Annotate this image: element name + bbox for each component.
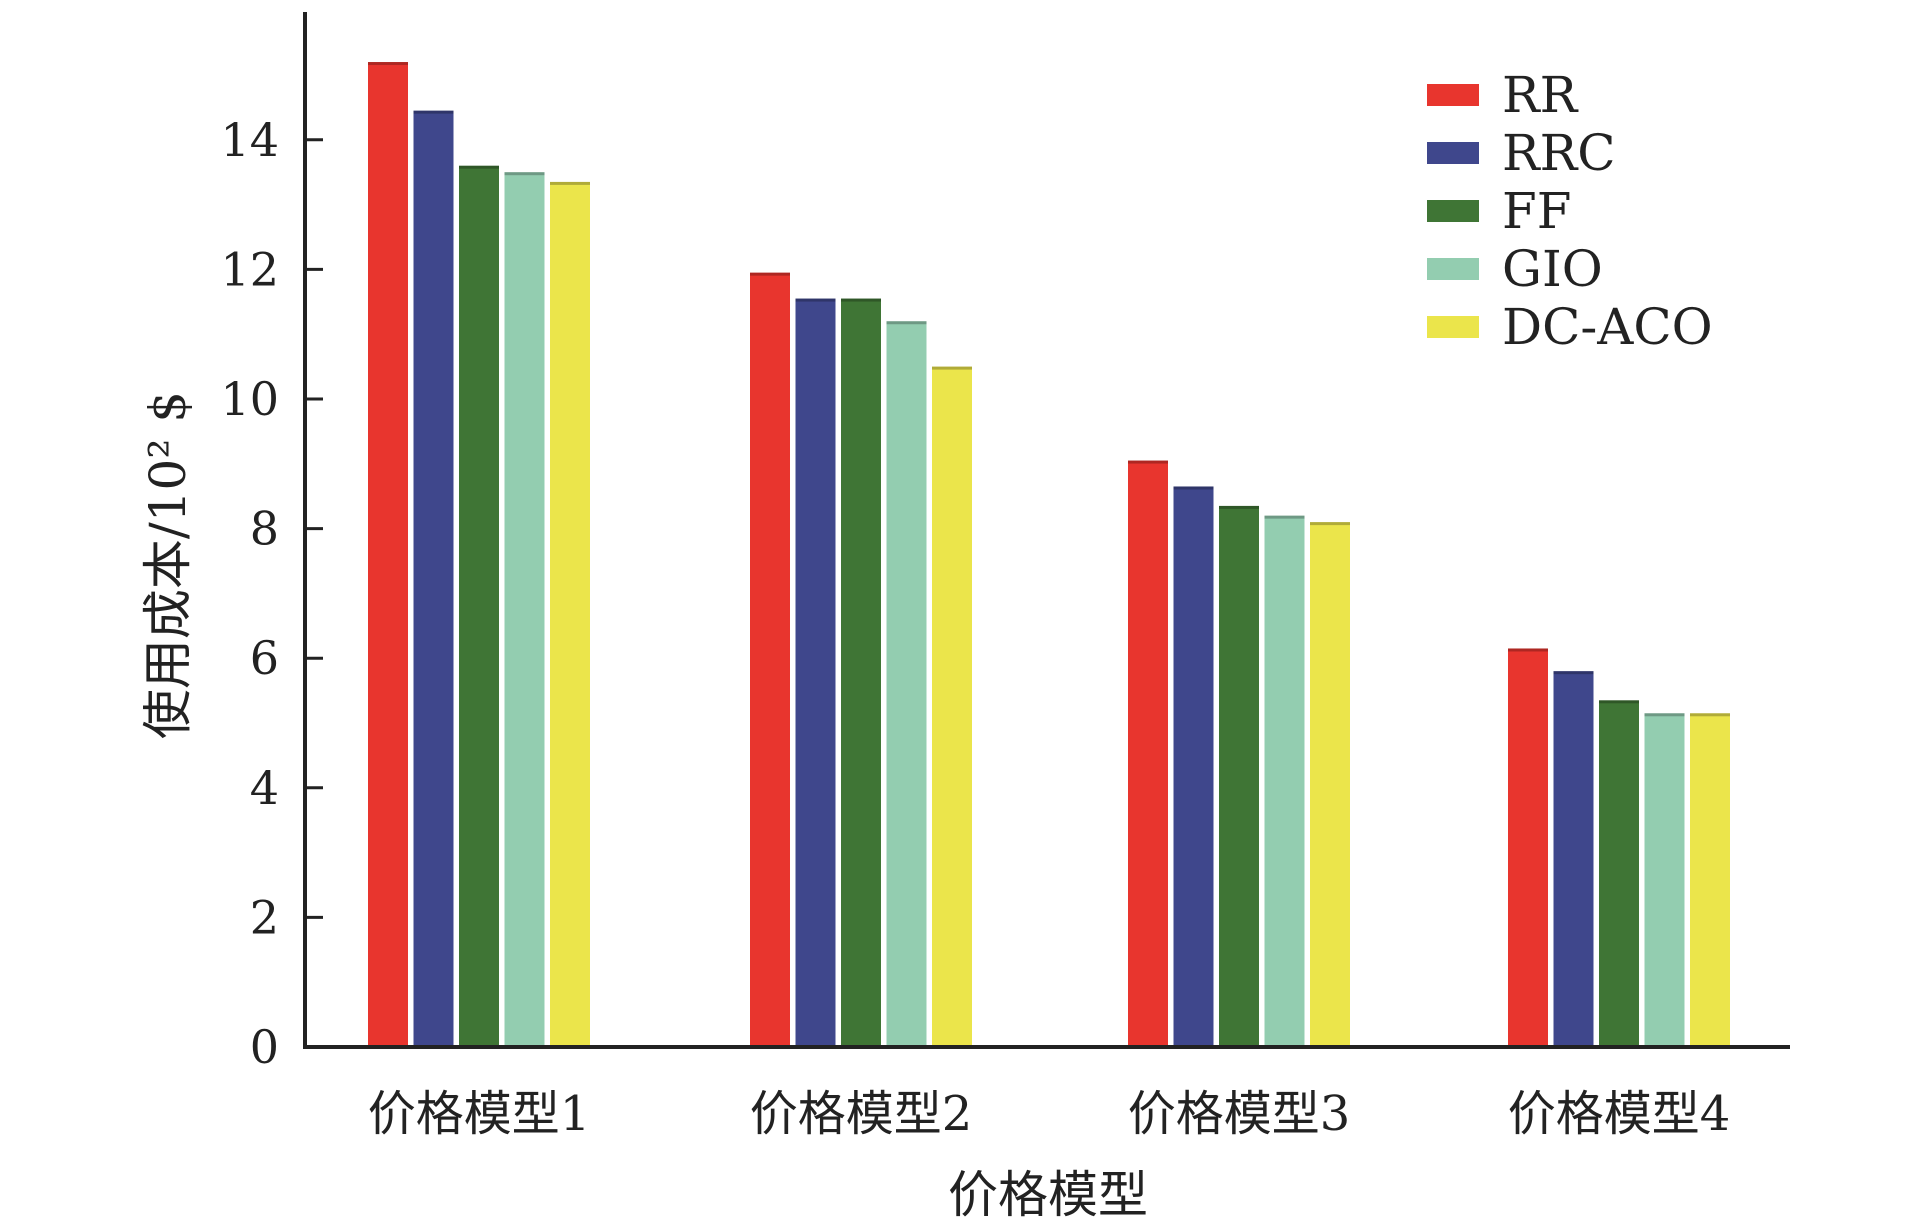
legend-swatch-ff (1427, 200, 1479, 222)
bar-top-edge (413, 110, 454, 114)
x-category-labels: 价格模型1 价格模型2 价格模型3 价格模型4 (368, 1086, 1731, 1142)
bar-rrc-3 (1173, 486, 1214, 1048)
bar-top-edge (1599, 700, 1639, 704)
bar-top-edge (1690, 713, 1730, 717)
legend-swatch-gio (1427, 258, 1479, 280)
x-category-label: 价格模型1 (368, 1086, 591, 1142)
y-ticks: 0 2 4 6 8 10 12 14 (220, 113, 323, 1074)
bar-rrc-1 (413, 110, 454, 1047)
bar-gio-3 (1264, 515, 1305, 1047)
legend-swatch-rrc (1427, 142, 1479, 164)
bar-top-edge (1644, 713, 1685, 717)
legend-label-gio: GIO (1502, 240, 1603, 298)
bar-ff-4 (1599, 700, 1639, 1047)
bar-top-edge (1264, 515, 1305, 519)
bar-top-edge (1508, 648, 1548, 652)
bar-dc-aco-2 (932, 366, 972, 1048)
legend-label-rrc: RRC (1502, 124, 1616, 182)
y-tick-label: 10 (220, 372, 279, 426)
bar-top-edge (841, 298, 881, 302)
bar-top-edge (795, 298, 836, 302)
y-tick-label: 6 (250, 631, 279, 685)
bar-top-edge (1553, 671, 1594, 675)
bar-ff-2 (841, 298, 881, 1047)
bar-top-edge (459, 165, 499, 169)
bar-top-edge (886, 321, 927, 325)
y-tick-label: 0 (250, 1020, 279, 1074)
bar-top-edge (368, 62, 408, 66)
legend-swatch-dc-aco (1427, 316, 1479, 338)
y-tick-label: 8 (250, 502, 279, 556)
bar-rr-3 (1128, 460, 1168, 1047)
x-axis-title: 价格模型 (948, 1166, 1148, 1224)
bar-rr-4 (1508, 648, 1548, 1047)
bar-gio-2 (886, 321, 927, 1047)
bar-top-edge (1173, 486, 1214, 490)
bar-top-edge (504, 172, 545, 176)
bar-top-edge (1219, 505, 1259, 509)
bar-top-edge (932, 366, 972, 370)
legend-label-ff: FF (1502, 182, 1571, 240)
y-tick-label: 14 (220, 113, 279, 167)
y-tick-label: 2 (250, 890, 279, 944)
bar-dc-aco-3 (1310, 522, 1350, 1047)
bar-top-edge (550, 181, 590, 185)
bar-rrc-4 (1553, 671, 1594, 1047)
legend-swatch-rr (1427, 84, 1479, 106)
bars-layer (368, 62, 1730, 1048)
axes-layer (303, 12, 1790, 1049)
bar-top-edge (1310, 522, 1350, 526)
bar-dc-aco-1 (550, 181, 590, 1048)
y-tick-label: 12 (220, 242, 279, 296)
bar-rrc-2 (795, 298, 836, 1047)
bar-rr-1 (368, 62, 408, 1048)
y-tick-label: 4 (250, 761, 279, 815)
legend-label-dc-aco: DC-ACO (1502, 298, 1713, 356)
bar-top-edge (750, 272, 790, 276)
x-category-label: 价格模型3 (1128, 1086, 1351, 1142)
bar-dc-aco-4 (1690, 713, 1730, 1047)
x-category-label: 价格模型2 (750, 1086, 973, 1142)
y-axis-title: 使用成本/10² $ (139, 391, 197, 739)
bar-gio-4 (1644, 713, 1685, 1047)
bar-rr-2 (750, 272, 790, 1047)
bar-gio-1 (504, 172, 545, 1047)
bar-ff-3 (1219, 505, 1259, 1047)
legend-label-rr: RR (1502, 66, 1579, 124)
x-category-label: 价格模型4 (1508, 1086, 1731, 1142)
bar-ff-1 (459, 165, 499, 1048)
bar-top-edge (1128, 460, 1168, 464)
